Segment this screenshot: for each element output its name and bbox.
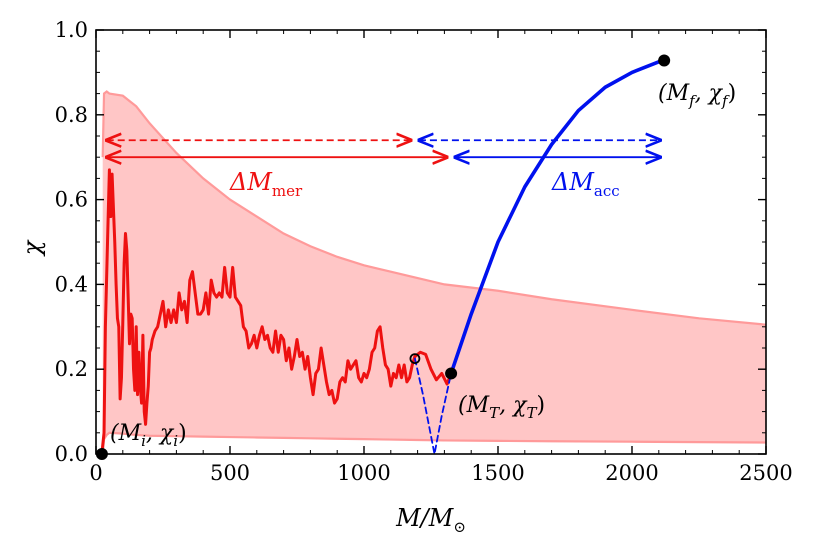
series-line-dashed-drop [414, 357, 453, 454]
y-axis-label: χ [18, 239, 46, 257]
band-upper-edge [101, 90, 766, 326]
initial-point-label: (Mi, χi) [110, 421, 187, 450]
point-transition [445, 367, 458, 380]
x-tick-label: 500 [210, 461, 250, 485]
x-tick-label: 1000 [337, 461, 390, 485]
x-tick-label: 1500 [471, 461, 524, 485]
transition-point-label: (MT, χT) [458, 393, 545, 422]
point-open-circle [409, 353, 421, 365]
series-line-accretion [449, 58, 666, 376]
y-tick-label: 0.6 [55, 188, 88, 212]
y-tick-label: 0.2 [55, 357, 88, 381]
axis-ticks-layer: 0 500 1000 1500 2000 2500 0.0 0.2 0.4 0.6 0.8 1.0 [55, 18, 793, 485]
y-tick-label: 0.0 [55, 442, 88, 466]
series-layer [100, 58, 666, 454]
confidence-band [102, 91, 766, 454]
y-tick-label: 0.8 [55, 103, 88, 127]
confidence-band-layer [101, 90, 766, 454]
delta-arrows-layer [107, 140, 660, 157]
series-line-merger-history [100, 168, 417, 454]
x-tick-label: 2000 [605, 461, 658, 485]
x-axis-label: M/M⊙ [395, 504, 466, 536]
final-point-label: (Mf, χf) [658, 81, 736, 110]
x-tick-label: 2500 [739, 461, 792, 485]
point-final [658, 54, 671, 67]
series-line-merger-tail [413, 350, 453, 386]
delta-m-accretion-label: ΔMacc [551, 168, 620, 200]
y-tick-label: 0.4 [55, 272, 88, 296]
x-tick-label: 0 [89, 461, 102, 485]
marker-points-layer [95, 54, 671, 460]
band-lower-edge [101, 431, 766, 454]
y-tick-label: 1.0 [55, 18, 88, 42]
delta-m-merger-label: ΔMmer [229, 168, 303, 200]
